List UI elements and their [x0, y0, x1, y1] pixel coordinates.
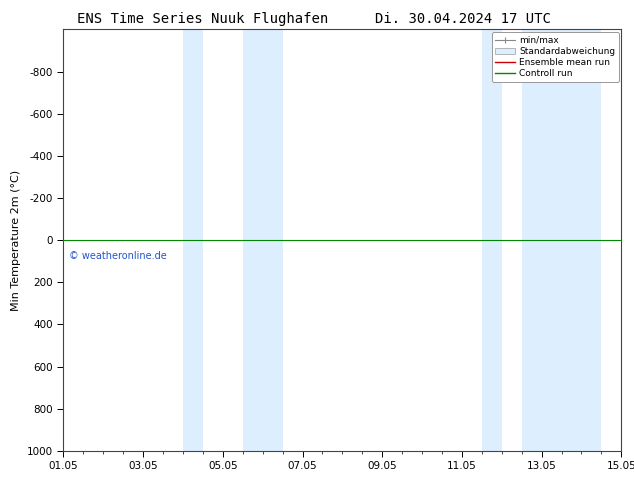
Bar	[482, 29, 501, 451]
Bar	[183, 29, 203, 451]
Bar	[243, 29, 283, 451]
Bar	[522, 29, 602, 451]
Legend: min/max, Standardabweichung, Ensemble mean run, Controll run: min/max, Standardabweichung, Ensemble me…	[492, 32, 619, 82]
Y-axis label: Min Temperature 2m (°C): Min Temperature 2m (°C)	[11, 170, 22, 311]
Text: © weatheronline.de: © weatheronline.de	[69, 251, 167, 261]
Text: Di. 30.04.2024 17 UTC: Di. 30.04.2024 17 UTC	[375, 12, 551, 26]
Text: ENS Time Series Nuuk Flughafen: ENS Time Series Nuuk Flughafen	[77, 12, 328, 26]
